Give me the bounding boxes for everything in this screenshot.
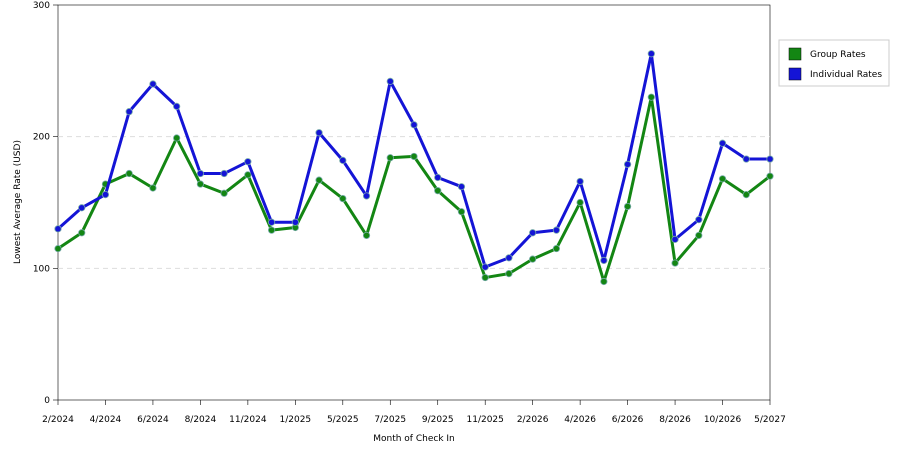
- data-point: [173, 102, 181, 110]
- data-point: [647, 50, 655, 58]
- data-point: [54, 225, 62, 233]
- data-point: [410, 121, 418, 129]
- data-point: [623, 202, 632, 211]
- data-point: [220, 169, 228, 178]
- x-tick-label: 5/2025: [327, 415, 359, 425]
- data-point: [315, 176, 323, 184]
- data-point: [718, 175, 727, 183]
- legend-label: Group Rates: [810, 50, 866, 60]
- data-point: [552, 244, 561, 253]
- data-point: [362, 231, 371, 240]
- data-point: [505, 254, 513, 262]
- data-point: [576, 177, 584, 186]
- data-point: [718, 139, 727, 147]
- data-point: [267, 218, 276, 226]
- data-point: [623, 160, 632, 168]
- data-point: [386, 77, 394, 85]
- data-point: [339, 156, 347, 164]
- data-point: [362, 192, 371, 200]
- data-point: [54, 244, 62, 253]
- data-point: [291, 218, 299, 226]
- data-point: [600, 256, 608, 265]
- x-tick-label: 10/2026: [704, 415, 742, 425]
- data-point: [695, 216, 703, 224]
- x-tick-label: 2/2026: [517, 415, 549, 425]
- x-tick-label: 6/2026: [612, 415, 644, 425]
- x-tick-label: 4/2026: [564, 415, 596, 425]
- data-point: [766, 155, 774, 163]
- data-point: [78, 229, 86, 237]
- y-tick-label: 0: [44, 396, 50, 406]
- legend-label: Individual Rates: [810, 70, 882, 80]
- data-point: [125, 169, 133, 178]
- legend-swatch: [788, 47, 802, 61]
- data-point: [196, 180, 204, 188]
- x-tick-label: 1/2025: [279, 415, 311, 425]
- data-point: [267, 226, 276, 234]
- data-point: [481, 273, 489, 282]
- plot-frame: [57, 4, 771, 401]
- data-point: [457, 208, 466, 216]
- data-point: [101, 191, 110, 199]
- data-point: [220, 189, 228, 197]
- x-tick-label: 8/2024: [185, 415, 217, 425]
- data-point: [576, 198, 584, 207]
- x-tick-label: 8/2026: [659, 415, 691, 425]
- x-tick-label: 11/2024: [229, 415, 267, 425]
- data-point: [244, 171, 252, 179]
- data-point: [244, 158, 252, 166]
- data-point: [481, 263, 489, 271]
- data-point: [125, 108, 133, 116]
- data-point: [695, 231, 703, 240]
- data-point: [457, 183, 466, 191]
- y-tick-label: 300: [33, 1, 50, 11]
- data-point: [529, 229, 537, 237]
- data-point: [505, 269, 513, 278]
- data-point: [339, 194, 347, 203]
- data-point: [315, 129, 323, 137]
- x-tick-label: 2/2024: [42, 415, 74, 425]
- data-point: [766, 172, 774, 180]
- x-tick-label: 5/2027: [754, 415, 786, 425]
- y-axis-label: Lowest Average Rate (USD): [13, 140, 23, 264]
- y-tick-label: 200: [33, 133, 50, 143]
- data-point: [742, 155, 750, 163]
- data-point: [552, 226, 561, 234]
- data-point: [671, 259, 679, 267]
- x-tick-label: 9/2025: [422, 415, 454, 425]
- data-point: [600, 277, 608, 286]
- x-axis-label: Month of Check In: [373, 434, 455, 444]
- data-point: [149, 80, 157, 88]
- data-point: [742, 191, 750, 199]
- data-point: [149, 184, 157, 192]
- data-point: [410, 152, 418, 161]
- data-point: [78, 204, 86, 212]
- data-point: [173, 134, 181, 142]
- y-tick-label: 100: [33, 264, 50, 274]
- x-tick-label: 11/2025: [467, 415, 504, 425]
- x-tick-label: 7/2025: [374, 415, 406, 425]
- data-point: [196, 169, 204, 178]
- data-point: [647, 93, 655, 101]
- x-tick-label: 4/2024: [90, 415, 122, 425]
- data-point: [434, 173, 442, 182]
- data-point: [434, 187, 442, 195]
- data-point: [671, 235, 679, 243]
- data-point: [386, 154, 394, 162]
- data-point: [529, 255, 537, 263]
- x-tick-label: 6/2024: [137, 415, 169, 425]
- legend-swatch: [788, 67, 802, 81]
